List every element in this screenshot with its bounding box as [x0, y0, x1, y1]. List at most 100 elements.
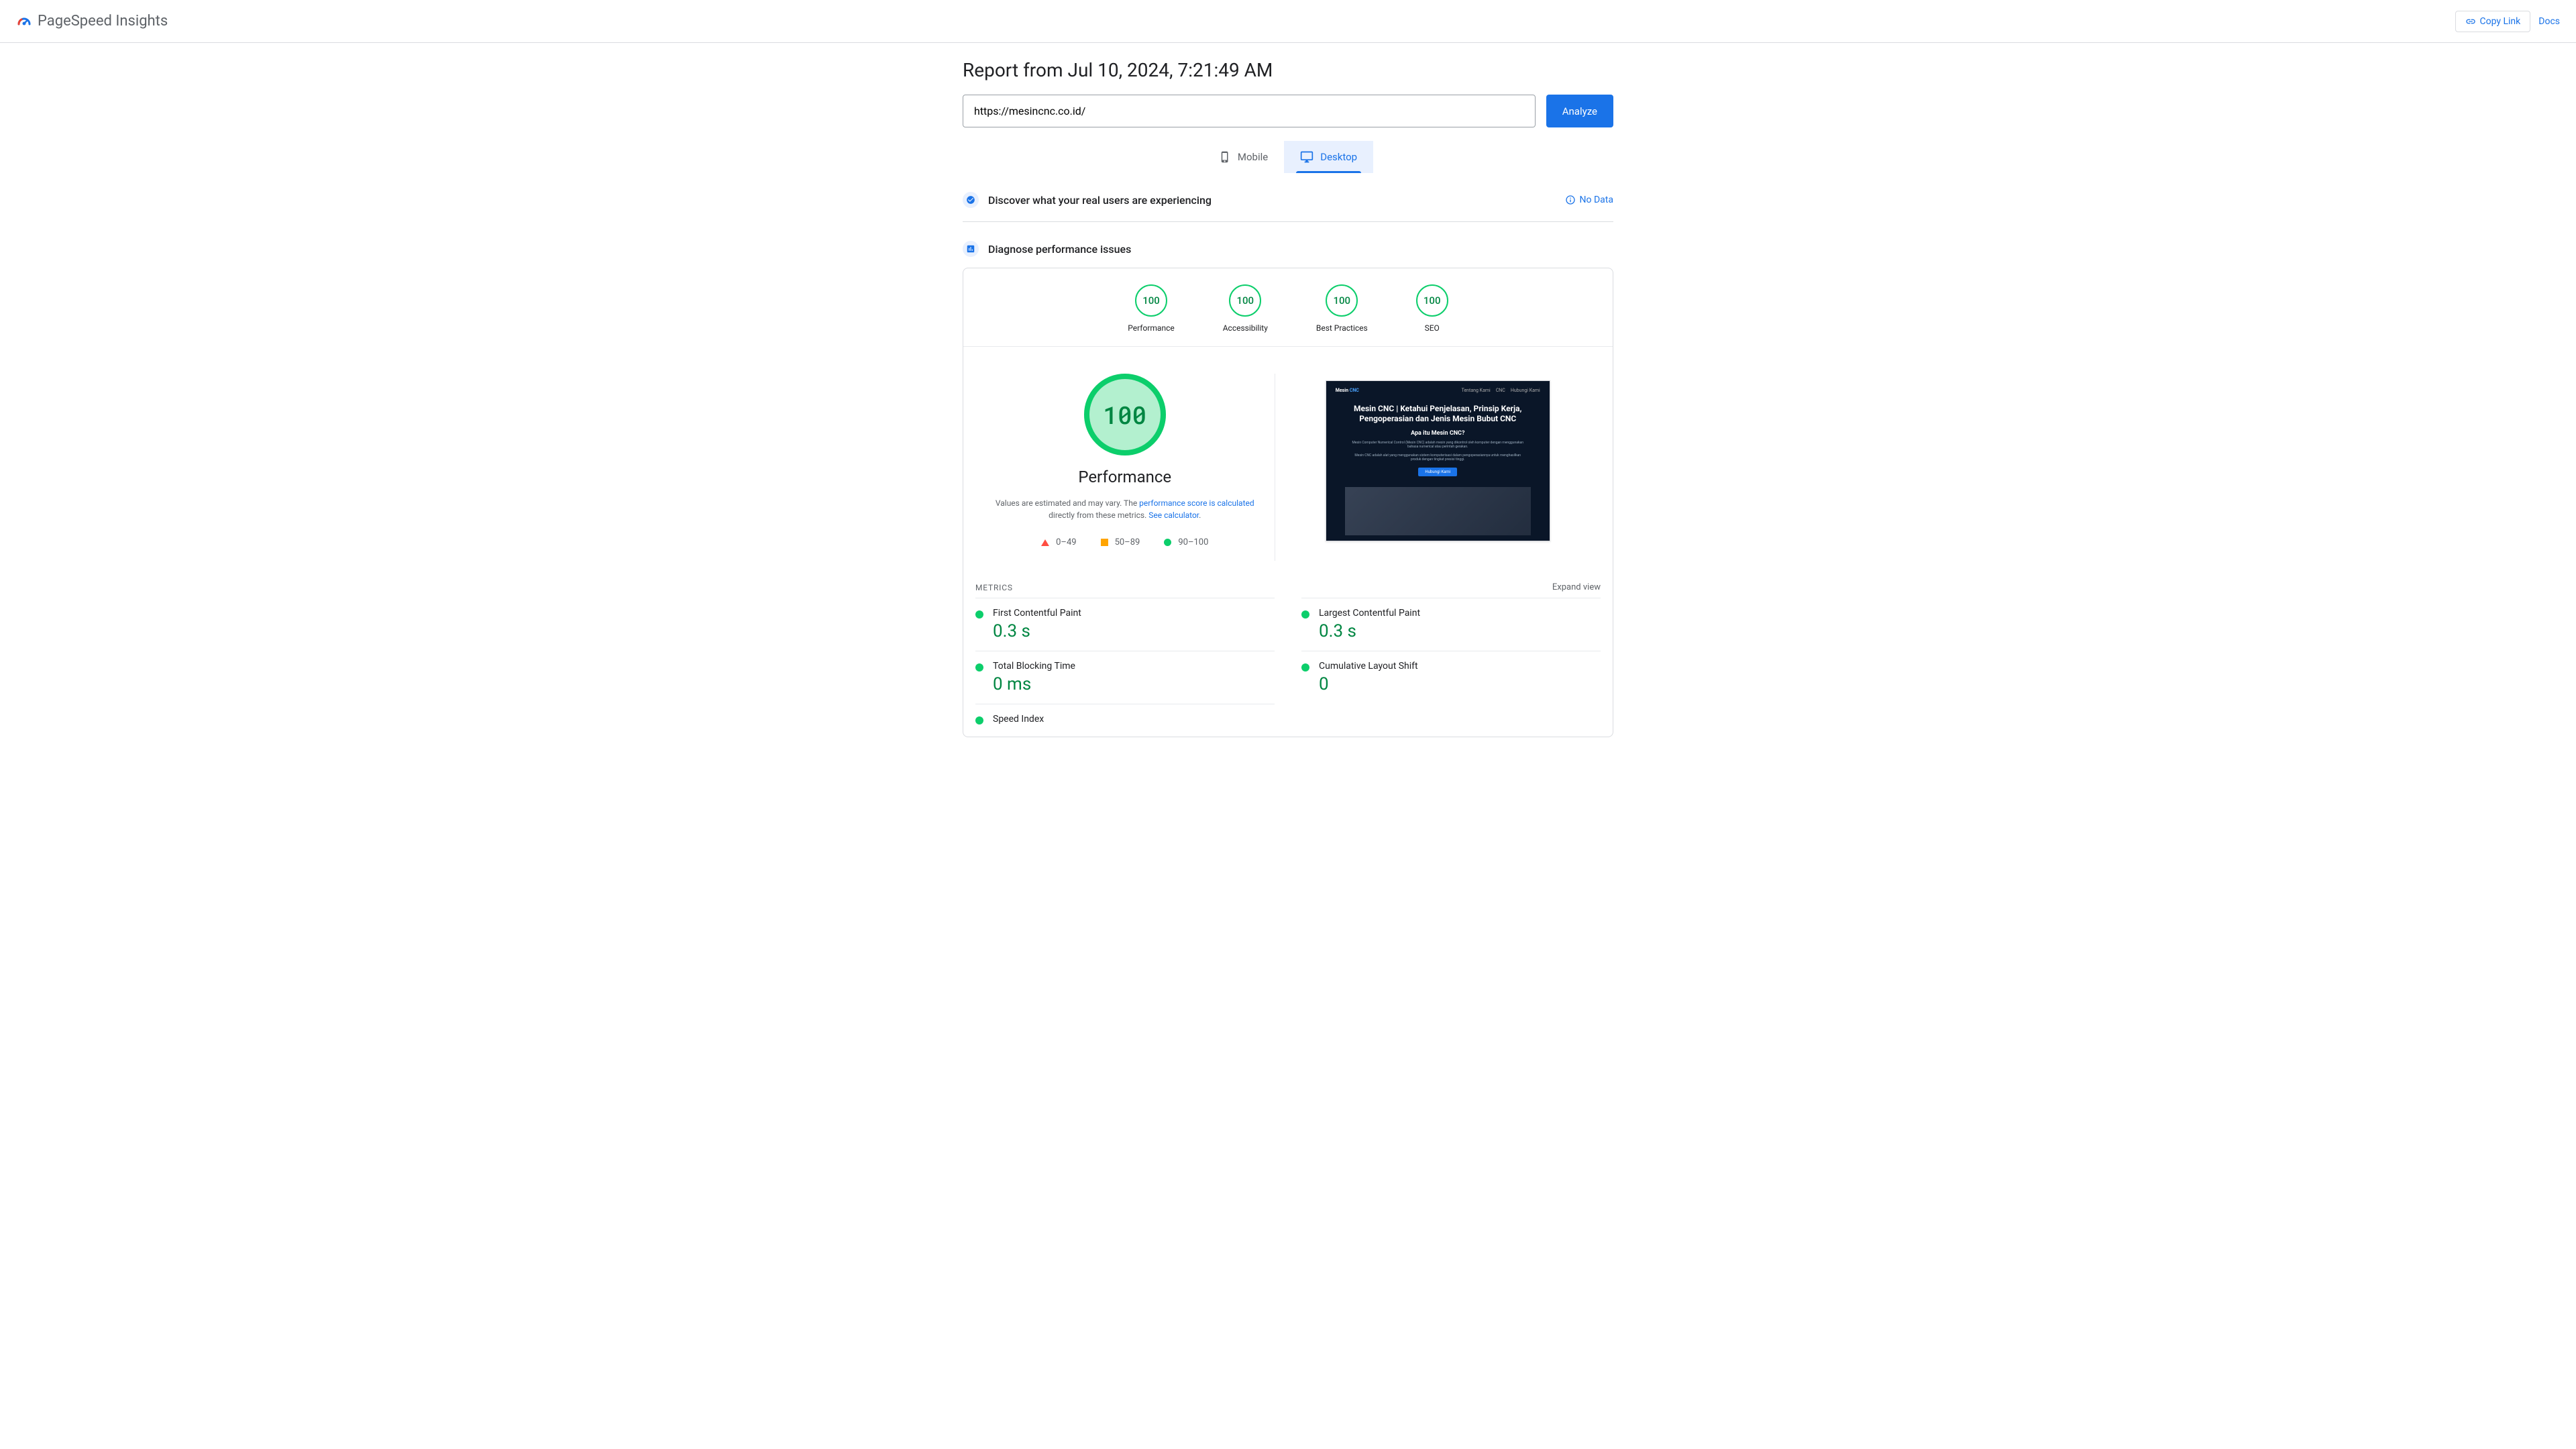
legend-avg-label: 50–89 [1115, 537, 1140, 547]
metric-value: 0 ms [993, 674, 1275, 694]
ss-p1: Mesin Computer Numerical Control (Mesin … [1352, 441, 1524, 449]
discover-title: Discover what your real users are experi… [988, 194, 1212, 207]
gauge-label: SEO [1425, 323, 1440, 333]
report-title: Report from Jul 10, 2024, 7:21:49 AM [963, 59, 1613, 81]
analyze-button[interactable]: Analyze [1546, 95, 1613, 127]
perf-desc-suffix: . [1199, 511, 1201, 520]
perf-desc-prefix: Values are estimated and may vary. The [996, 498, 1139, 508]
gauge-score: 100 [1229, 284, 1261, 317]
tab-desktop-label: Desktop [1320, 151, 1357, 163]
gauges-row: 100Performance100Accessibility100Best Pr… [975, 284, 1601, 346]
performance-summary: 100 Performance Values are estimated and… [975, 374, 1275, 561]
metric-first-contentful-paint: First Contentful Paint 0.3 s [975, 598, 1275, 651]
metrics-header: METRICS Expand view [975, 582, 1601, 592]
metric-status-dot [975, 610, 983, 619]
ss-brand1: Mesin [1336, 388, 1350, 393]
diagnose-banner-left: Diagnose performance issues [963, 241, 1131, 257]
metric-status-dot [975, 663, 983, 672]
discover-icon [963, 192, 979, 208]
screenshot-panel: Mesin CNC Tentang Kami CNC Hubungi Kami … [1275, 374, 1601, 561]
ss-brand2: CNC [1350, 388, 1359, 393]
ss-btn: Hubungi Kami [1418, 468, 1457, 476]
performance-heading: Performance [1078, 468, 1171, 486]
tab-mobile[interactable]: Mobile [1203, 141, 1284, 173]
legend-poor: 0–49 [1041, 537, 1076, 547]
link-icon [2465, 16, 2476, 27]
ss-hero-image [1345, 487, 1531, 535]
card-divider [963, 346, 1613, 347]
header-right: Copy Link Docs [2455, 11, 2561, 32]
copy-link-label: Copy Link [2480, 16, 2521, 27]
legend-poor-label: 0–49 [1056, 537, 1076, 547]
score-legend: 0–49 50–89 90–100 [1041, 537, 1208, 547]
metric-name: Cumulative Layout Shift [1319, 661, 1601, 672]
docs-link[interactable]: Docs [2538, 16, 2560, 27]
gauge-performance[interactable]: 100Performance [1128, 284, 1174, 333]
gauge-seo[interactable]: 100 SEO [1416, 284, 1448, 333]
header-left: PageSpeed Insights [16, 13, 168, 30]
url-row: Analyze [963, 95, 1613, 127]
desktop-icon [1300, 150, 1313, 164]
perf-desc-mid: directly from these metrics. [1049, 511, 1148, 520]
metric-name: Largest Contentful Paint [1319, 608, 1601, 619]
diagnose-icon [963, 241, 979, 257]
tab-mobile-label: Mobile [1238, 151, 1268, 163]
ss-nav2: CNC [1496, 388, 1505, 393]
device-tabs: Mobile Desktop [963, 141, 1613, 173]
legend-good: 90–100 [1164, 537, 1208, 547]
metric-status-dot [1301, 663, 1309, 672]
diagnose-banner: Diagnose performance issues [963, 238, 1613, 260]
legend-good-label: 90–100 [1178, 537, 1208, 547]
performance-score: 100 [1103, 398, 1146, 431]
metric-value: 0 [1319, 674, 1601, 694]
metric-value: 0.3 s [1319, 621, 1601, 641]
metric-status-dot [1301, 610, 1309, 619]
metric-name: Speed Index [993, 714, 1275, 724]
metric-status-dot [975, 716, 983, 724]
gauge-score: 100 [1135, 284, 1167, 317]
no-data-button[interactable]: No Data [1565, 195, 1613, 205]
header: PageSpeed Insights Copy Link Docs [0, 0, 2576, 43]
metric-cumulative-layout-shift: Cumulative Layout Shift 0 [1301, 651, 1601, 704]
gauge-score: 100 [1416, 284, 1448, 317]
tab-desktop[interactable]: Desktop [1284, 141, 1373, 173]
section-divider [963, 221, 1613, 222]
ss-h1: Mesin CNC | Ketahui Penjelasan, Prinsip … [1352, 404, 1524, 425]
mobile-icon [1219, 151, 1231, 163]
url-input[interactable] [963, 95, 1536, 127]
ss-h2: Apa itu Mesin CNC? [1352, 430, 1524, 437]
ss-nav1: Tentang Kami [1462, 388, 1491, 393]
see-calculator-link[interactable]: See calculator [1148, 511, 1199, 520]
metrics-label: METRICS [975, 583, 1013, 592]
main-content: Report from Jul 10, 2024, 7:21:49 AM Ana… [963, 43, 1613, 737]
ss-nav3: Hubungi Kami [1511, 388, 1540, 393]
expand-view-button[interactable]: Expand view [1552, 582, 1601, 592]
metric-name: First Contentful Paint [993, 608, 1275, 619]
performance-description: Values are estimated and may vary. The p… [991, 497, 1259, 521]
product-name: PageSpeed Insights [38, 13, 168, 30]
gauge-label: Accessibility [1223, 323, 1268, 333]
no-data-label: No Data [1580, 195, 1613, 205]
metric-largest-contentful-paint: Largest Contentful Paint 0.3 s [1301, 598, 1601, 651]
metric-speed-index: Speed Index [975, 704, 1275, 737]
triangle-icon [1041, 539, 1049, 546]
gauge-best-practices[interactable]: 100 Best Practices [1316, 284, 1368, 333]
gauge-accessibility[interactable]: 100 Accessibility [1223, 284, 1268, 333]
metrics-grid: First Contentful Paint0.3 sLargest Conte… [975, 598, 1601, 737]
copy-link-button[interactable]: Copy Link [2455, 11, 2531, 32]
pagespeed-logo-icon [16, 13, 32, 30]
site-screenshot: Mesin CNC Tentang Kami CNC Hubungi Kami … [1326, 380, 1550, 541]
gauge-score: 100 [1326, 284, 1358, 317]
perf-score-link[interactable]: performance score is calculated [1139, 498, 1254, 508]
gauge-label: Best Practices [1316, 323, 1368, 333]
discover-banner-left: Discover what your real users are experi… [963, 192, 1212, 208]
circle-icon [1164, 539, 1171, 546]
discover-banner: Discover what your real users are experi… [963, 189, 1613, 211]
info-icon [1565, 195, 1576, 205]
square-icon [1101, 539, 1108, 546]
metric-name: Total Blocking Time [993, 661, 1275, 672]
metric-total-blocking-time: Total Blocking Time 0 ms [975, 651, 1275, 704]
metric-value: 0.3 s [993, 621, 1275, 641]
diagnose-title: Diagnose performance issues [988, 243, 1131, 256]
legend-average: 50–89 [1101, 537, 1140, 547]
